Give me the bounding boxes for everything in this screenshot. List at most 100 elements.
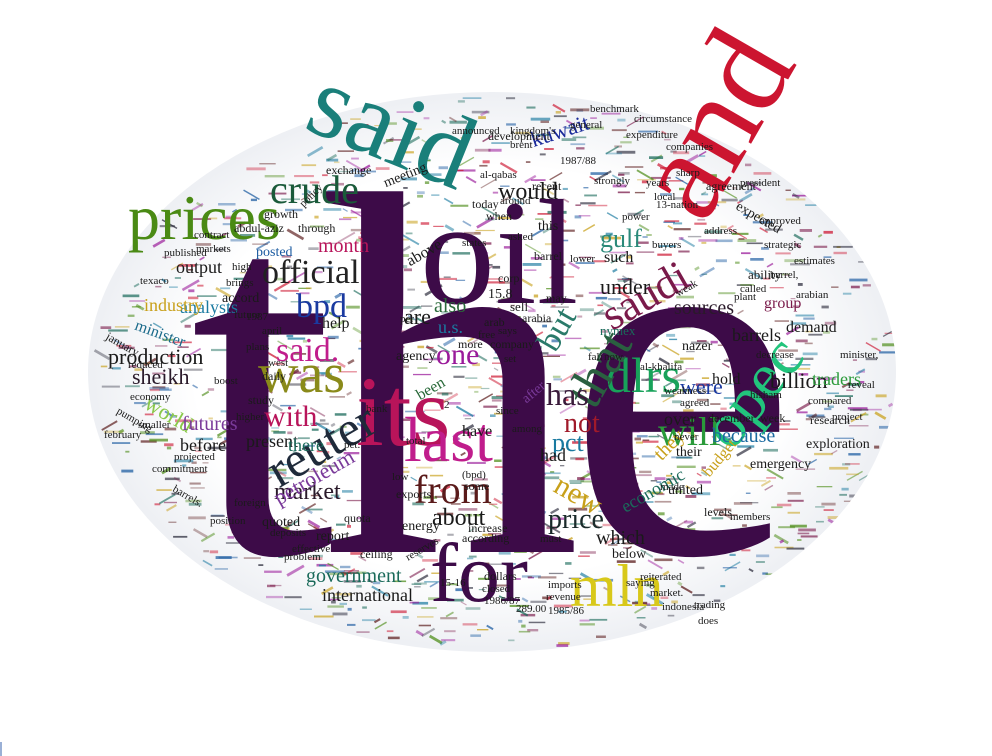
tiny-word-mark bbox=[849, 408, 869, 411]
tiny-word-mark bbox=[460, 451, 466, 457]
tiny-word-mark bbox=[426, 346, 434, 349]
tiny-word-mark bbox=[356, 517, 367, 520]
tiny-word-mark bbox=[569, 523, 586, 525]
tiny-word-mark bbox=[258, 485, 269, 487]
tiny-word-mark bbox=[658, 357, 670, 366]
word: around bbox=[500, 195, 531, 207]
tiny-word-mark bbox=[468, 555, 477, 558]
tiny-word-mark bbox=[657, 512, 665, 516]
tiny-word-mark bbox=[455, 279, 466, 281]
tiny-word-mark bbox=[380, 443, 391, 447]
tiny-word-mark bbox=[193, 218, 212, 220]
tiny-word-mark bbox=[748, 568, 754, 573]
tiny-word-mark bbox=[421, 305, 433, 307]
tiny-word-mark bbox=[406, 220, 418, 224]
tiny-word-mark bbox=[589, 175, 597, 181]
tiny-word-mark bbox=[300, 547, 315, 549]
tiny-word-mark bbox=[785, 198, 806, 201]
tiny-word-mark bbox=[617, 278, 633, 281]
tiny-word-mark bbox=[259, 476, 273, 485]
tiny-word-mark bbox=[319, 517, 328, 523]
tiny-word-mark bbox=[503, 510, 514, 513]
tiny-word-mark bbox=[784, 274, 790, 276]
tiny-word-mark bbox=[774, 546, 794, 549]
tiny-word-mark bbox=[497, 216, 512, 219]
tiny-word-mark bbox=[557, 229, 575, 232]
word: such bbox=[604, 249, 634, 266]
tiny-word-mark bbox=[602, 414, 617, 418]
tiny-word-mark bbox=[686, 521, 697, 529]
tiny-word-mark bbox=[696, 398, 708, 402]
tiny-word-mark bbox=[409, 601, 420, 604]
tiny-word-mark bbox=[632, 457, 639, 460]
tiny-word-mark bbox=[491, 399, 502, 402]
tiny-word-mark bbox=[249, 350, 261, 359]
word: present bbox=[246, 431, 298, 451]
tiny-word-mark bbox=[346, 305, 360, 309]
tiny-word-mark bbox=[307, 523, 319, 531]
tiny-word-mark bbox=[225, 524, 232, 526]
word: official bbox=[262, 254, 360, 291]
tiny-word-mark bbox=[692, 324, 698, 326]
word: low bbox=[392, 471, 409, 483]
tiny-word-mark bbox=[235, 386, 240, 389]
tiny-word-mark bbox=[486, 321, 493, 324]
tiny-word-mark bbox=[618, 173, 625, 176]
tiny-word-mark bbox=[285, 208, 303, 212]
tiny-word-mark bbox=[154, 503, 161, 506]
tiny-word-mark bbox=[184, 324, 191, 328]
tiny-word-mark bbox=[815, 506, 825, 508]
word: asked bbox=[508, 231, 534, 243]
tiny-word-mark bbox=[790, 322, 807, 325]
tiny-word-mark bbox=[720, 225, 727, 229]
tiny-word-mark bbox=[757, 213, 764, 219]
tiny-word-mark bbox=[464, 513, 473, 517]
tiny-word-mark bbox=[173, 459, 194, 463]
tiny-word-mark bbox=[620, 141, 632, 144]
word: more bbox=[458, 337, 483, 351]
tiny-word-mark bbox=[874, 411, 887, 420]
tiny-word-mark bbox=[834, 437, 854, 439]
page-edge-marker bbox=[0, 742, 2, 756]
tiny-word-mark bbox=[367, 578, 374, 584]
word: texaco bbox=[140, 275, 169, 287]
tiny-word-mark bbox=[249, 529, 256, 531]
tiny-word-mark bbox=[649, 578, 655, 581]
tiny-word-mark bbox=[533, 294, 539, 298]
tiny-word-mark bbox=[560, 465, 565, 467]
tiny-word-mark bbox=[448, 402, 461, 405]
word: also bbox=[434, 295, 467, 317]
tiny-word-mark bbox=[487, 264, 493, 266]
tiny-word-mark bbox=[482, 533, 493, 536]
tiny-word-mark bbox=[649, 300, 666, 303]
tiny-word-mark bbox=[800, 535, 818, 538]
tiny-word-mark bbox=[299, 608, 312, 610]
tiny-word-mark bbox=[740, 527, 752, 531]
tiny-word-mark bbox=[583, 598, 593, 600]
tiny-word-mark bbox=[356, 170, 376, 173]
word: now bbox=[604, 351, 623, 363]
tiny-word-mark bbox=[496, 306, 505, 313]
tiny-word-mark bbox=[696, 480, 711, 484]
tiny-word-mark bbox=[159, 225, 175, 228]
tiny-word-mark bbox=[287, 337, 306, 340]
word: when bbox=[486, 209, 512, 223]
tiny-word-mark bbox=[524, 243, 542, 254]
word: increase bbox=[468, 521, 508, 535]
word: abdul-aziz bbox=[234, 221, 284, 235]
tiny-word-mark bbox=[487, 584, 508, 587]
word: under bbox=[600, 274, 651, 299]
tiny-word-mark bbox=[547, 354, 566, 356]
tiny-word-mark bbox=[826, 392, 839, 395]
tiny-word-mark bbox=[439, 582, 444, 585]
tiny-word-mark bbox=[387, 636, 400, 640]
tiny-word-mark bbox=[386, 436, 405, 438]
tiny-word-mark bbox=[597, 304, 604, 307]
tiny-word-mark bbox=[175, 419, 195, 423]
word: circumstance bbox=[634, 113, 693, 125]
tiny-word-mark bbox=[234, 368, 254, 371]
tiny-word-mark bbox=[164, 427, 177, 431]
tiny-word-mark bbox=[224, 437, 232, 440]
tiny-word-mark bbox=[568, 261, 580, 270]
word: reiterated bbox=[640, 571, 682, 583]
